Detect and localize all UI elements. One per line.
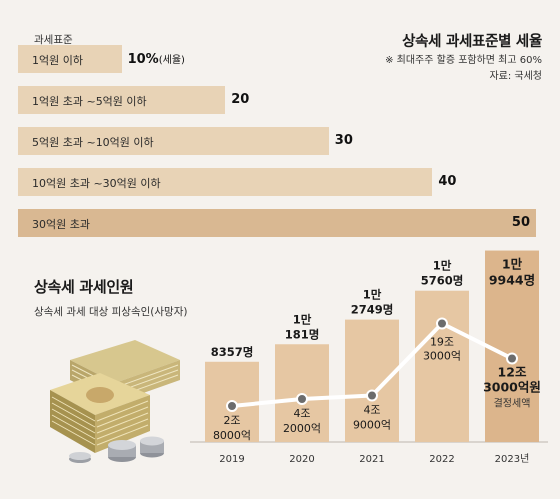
taxpayer-value-label: 9944명 <box>489 273 535 288</box>
rate-bar-category-label: 5억원 초과 ~10억원 이하 <box>32 136 154 149</box>
x-tick-label: 2019 <box>219 454 244 465</box>
tax-amount-label: 2000억 <box>283 422 321 435</box>
x-tick-label: 2020 <box>289 454 314 465</box>
rate-bar-category-label: 1억원 초과 ~5억원 이하 <box>32 95 147 108</box>
x-tick-label: 2021 <box>359 454 384 465</box>
tax-amount-label: 2조 <box>223 414 240 427</box>
coin-stack <box>69 436 164 463</box>
tax-amount-label: 12조 <box>498 365 527 380</box>
tax-amount-point <box>366 389 378 402</box>
tax-amount-point <box>226 400 238 412</box>
taxpayer-value-label: 1만 <box>433 259 452 273</box>
chart-title: 상속세 과세표준별 세율 <box>402 34 542 50</box>
taxpayer-value-label: 8357명 <box>211 345 254 359</box>
taxpayer-value-label: 1만 <box>363 288 382 302</box>
rate-bar: 5억원 초과 ~10억원 이하 30 <box>18 127 353 155</box>
rate-bar-category-label: 30억원 초과 <box>32 218 90 231</box>
taxpayer-column <box>485 250 539 442</box>
tax-series-name: 결정세액 <box>494 398 531 410</box>
chart-note: ※ 최대주주 할증 포함하면 최고 60% 자료: 국세청 <box>385 53 542 85</box>
inheritance-chart-title: 상속세 과세인원 <box>34 278 134 296</box>
tax-amount-label: 19조 <box>430 336 454 349</box>
taxpayer-value-label: 2749명 <box>351 303 394 317</box>
rate-value-label: 50 <box>511 215 530 230</box>
max-rate-note: ※ 최대주주 할증 포함하면 최고 60% <box>385 55 542 66</box>
taxpayer-value-label: 181명 <box>285 327 320 341</box>
tax-amount-label: 9000억 <box>353 419 391 432</box>
taxpayer-value-label: 1만 <box>293 312 312 326</box>
rate-value-label: 30 <box>334 133 353 148</box>
banknote-stack-front <box>50 373 150 453</box>
tax-amount-label: 3000억 <box>423 350 461 363</box>
rate-value-label: 40 <box>438 174 457 189</box>
source-label: 자료: 국세청 <box>489 71 542 82</box>
rate-bar: 10억원 초과 ~30억원 이하 40 <box>18 168 456 196</box>
money-stack-illustration <box>50 340 180 463</box>
rate-bar: 1억원 초과 ~5억원 이하 20 <box>18 86 249 114</box>
inheritance-chart-subtitle: 상속세 과세 대상 피상속인(사망자) <box>34 306 188 318</box>
tax-amount-label: 4조 <box>363 404 380 417</box>
taxpayer-column <box>345 319 399 442</box>
taxpayer-column <box>415 290 469 442</box>
tax-amount-label: 3000억원 <box>483 380 541 395</box>
category-axis-label: 과세표준 <box>34 34 73 46</box>
rate-unit-label: (세율) <box>158 55 185 66</box>
x-tick-label: 2023년 <box>495 453 530 465</box>
rate-bar: 30억원 초과 50 <box>18 209 536 237</box>
rate-bar-category-label: 1억원 이하 <box>32 54 83 67</box>
taxpayer-value-label: 1만 <box>502 257 523 272</box>
tax-amount-point <box>296 393 308 405</box>
rate-bar-category-label: 10억원 초과 ~30억원 이하 <box>32 177 161 190</box>
tax-amount-label: 4조 <box>293 407 310 420</box>
rate-value-label: 10%(세율) <box>127 52 185 67</box>
taxpayer-value-label: 5760명 <box>421 274 464 288</box>
rate-value-label: 20 <box>231 92 250 107</box>
x-tick-label: 2022 <box>429 454 454 465</box>
tax-amount-point <box>506 352 518 365</box>
tax-amount-point <box>436 317 448 330</box>
rate-bar: 1억원 이하 10%(세율) <box>18 45 185 73</box>
tax-amount-label: 8000억 <box>213 429 251 442</box>
tax-rate-chart: 과세표준 상속세 과세표준별 세율 ※ 최대주주 할증 포함하면 최고 60% … <box>0 0 560 240</box>
